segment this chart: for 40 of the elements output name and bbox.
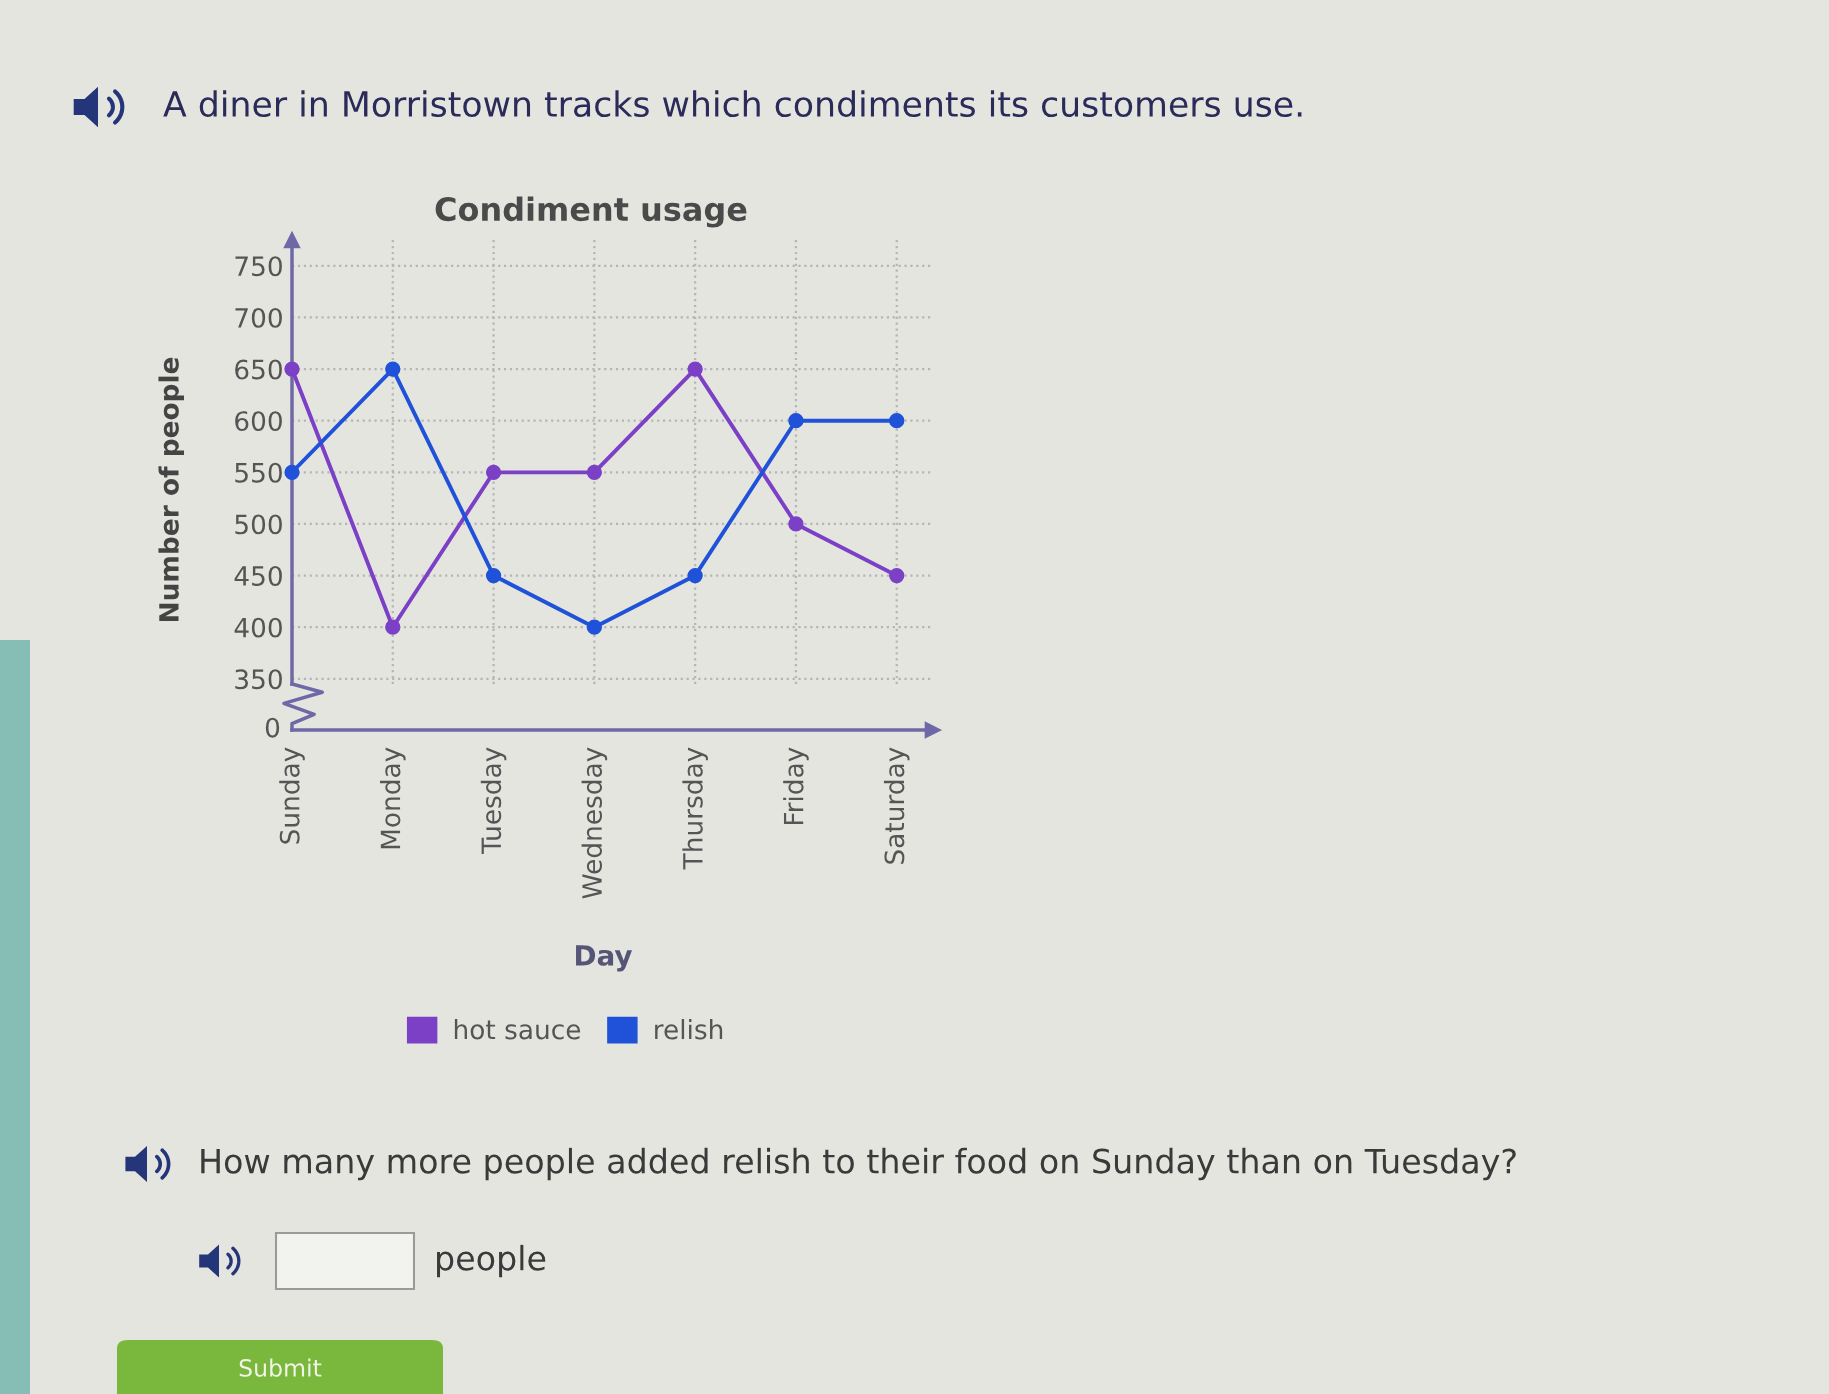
y-tick-label: 550: [235, 462, 282, 483]
point: [586, 619, 602, 635]
point: [385, 619, 401, 635]
y-tick-label: 500: [235, 514, 282, 535]
x-tick-label: Friday: [783, 747, 809, 825]
point: [788, 516, 804, 532]
y-tick-label: 350: [235, 669, 282, 690]
point: [485, 464, 502, 480]
point: [385, 361, 401, 377]
text: Submit: [239, 1358, 322, 1377]
y-tick-label: 750: [235, 256, 282, 277]
point: [485, 567, 502, 584]
point: [687, 361, 703, 377]
point: [788, 413, 804, 429]
y-tick-label: 400: [234, 617, 282, 638]
point: [284, 464, 300, 480]
legend-label: relish: [655, 1019, 723, 1040]
point: [889, 567, 905, 584]
x-tick-label: Monday: [380, 747, 406, 849]
x-tick-label: Tuesday: [480, 747, 507, 855]
text: A diner in Morristown tracks which condiments its customers use.: [163, 90, 1302, 118]
x-tick-label: Thursday: [682, 747, 708, 870]
x-tick-label: Wednesday: [581, 747, 608, 899]
text: people: [437, 1244, 546, 1278]
y-tick-label: 600: [235, 411, 282, 432]
y-tick-label: 650: [235, 359, 282, 380]
x-tick-label: Saturday: [883, 747, 910, 864]
point: [687, 567, 703, 584]
point: [284, 361, 300, 377]
x-tick-label: Sunday: [279, 747, 305, 844]
chart-title: Condiment usage: [435, 196, 747, 228]
point: [889, 413, 905, 429]
point: [586, 464, 602, 480]
y-tick-label: 700: [235, 307, 282, 328]
x-axis-title: Day: [576, 945, 633, 972]
legend-label: hot sauce: [454, 1019, 581, 1040]
text: How many more people added relish to their food on Sunday than on Tuesday?: [201, 1147, 1516, 1181]
text: 0: [265, 717, 280, 738]
y-axis-title: Number of people: [158, 357, 184, 622]
y-tick-label: 450: [234, 566, 282, 586]
